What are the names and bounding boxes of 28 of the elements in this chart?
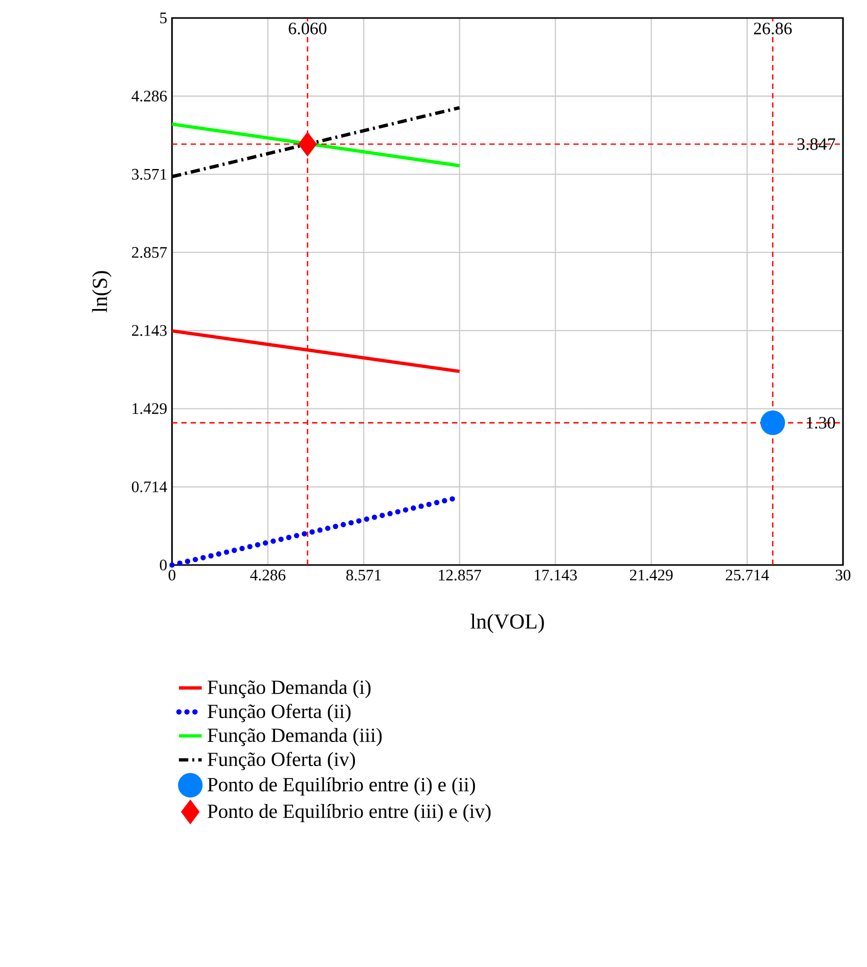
- y-tick-label: 2.143: [132, 325, 167, 336]
- ref-line-label: 3.847: [797, 138, 836, 150]
- y-tick-label: 5: [160, 12, 167, 24]
- x-tick-label: 4.286: [250, 570, 286, 581]
- x-tick-label: 12.857: [438, 570, 482, 581]
- x-tick-label: 17.143: [534, 570, 577, 581]
- ref-line-label: 1.30: [806, 416, 835, 429]
- y-axis-title: ln(S): [92, 271, 112, 312]
- x-axis-title: ln(VOL): [470, 614, 544, 634]
- x-tick-label: 0: [168, 570, 176, 580]
- x-tick-label: 25.714: [726, 570, 769, 581]
- y-tick-label: 2.857: [132, 247, 167, 258]
- y-tick-label: 0: [160, 560, 167, 570]
- legend-label: Ponto de Equilíbrio entre (iii) e (iv): [208, 804, 491, 822]
- y-tick-label: 0.714: [132, 481, 168, 492]
- x-tick-label: 21.429: [630, 570, 673, 581]
- ref-line-label: 26.86: [754, 22, 792, 34]
- ref-line-label: 6.060: [288, 22, 326, 34]
- legend-label: Função Oferta (ii): [208, 704, 351, 722]
- legend-label: Ponto de Equilíbrio entre (i) e (ii): [208, 777, 475, 796]
- legend-label: Função Demanda (iii): [208, 728, 382, 746]
- legend-label: Função Oferta (iv): [208, 752, 355, 770]
- y-tick-label: 4.286: [132, 90, 167, 102]
- x-tick-label: 30: [836, 570, 850, 580]
- legend-label: Função Demanda (i): [208, 680, 371, 698]
- y-tick-label: 1.429: [132, 403, 167, 414]
- y-tick-label: 3.571: [132, 168, 166, 180]
- x-tick-label: 8.571: [346, 570, 381, 581]
